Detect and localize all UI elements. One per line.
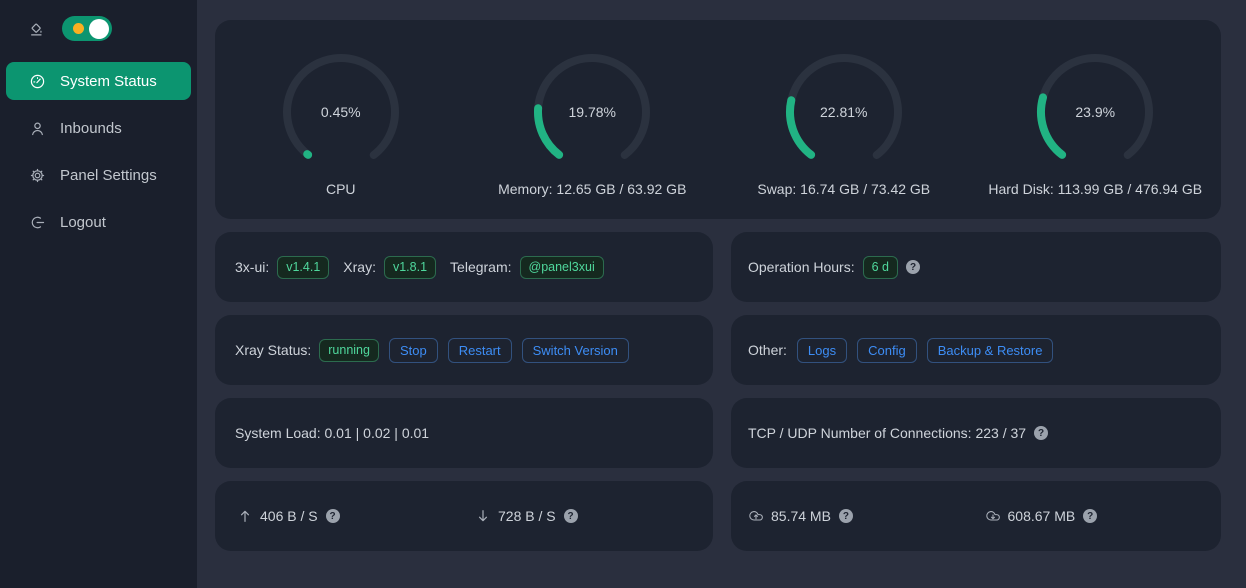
help-icon[interactable]: ? — [1083, 509, 1098, 523]
sidebar-item-logout[interactable]: Logout — [6, 203, 191, 241]
main-content: 0.45% CPU 19.78% Memory: 12.65 GB / 63.9… — [197, 0, 1246, 588]
cloud-download-icon — [985, 508, 1001, 524]
download-speed-value: 728 B / S — [498, 508, 556, 524]
xray-version-label: Xray: — [343, 259, 376, 275]
system-load-card: System Load: 0.01 | 0.02 | 0.01 — [215, 398, 713, 468]
upload-speed-value: 406 B / S — [260, 508, 318, 524]
help-icon[interactable]: ? — [838, 509, 853, 523]
panel-version-tag: v1.4.1 — [277, 255, 330, 279]
cpu-label: CPU — [325, 181, 356, 197]
sidebar-item-system-status[interactable]: System Status — [6, 62, 191, 100]
total-traffic-card: 85.74 MB ? 608.67 MB ? — [731, 481, 1221, 551]
network-speed-card: 406 B / S ? 728 B / S ? — [215, 481, 713, 551]
gauge-cpu: 0.45% CPU — [215, 50, 467, 219]
sidebar-item-inbounds[interactable]: Inbounds — [6, 109, 191, 147]
dashboard-icon — [29, 73, 46, 90]
panel-version-label: 3x-ui: — [235, 259, 270, 275]
xray-version-tag: v1.8.1 — [383, 255, 437, 279]
telegram-handle-tag[interactable]: @panel3xui — [519, 255, 604, 279]
arrow-down-icon — [475, 508, 491, 524]
gauge-hard-disk: 23.9% Hard Disk: 113.99 GB / 476.94 GB — [970, 50, 1222, 219]
memory-label: Memory: 12.65 GB / 63.92 GB — [498, 181, 687, 197]
gauge-swap: 22.81% Swap: 16.74 GB / 73.42 GB — [718, 50, 970, 219]
cpu-percent: 0.45% — [320, 104, 361, 120]
toggle-knob — [89, 18, 109, 39]
xray-status-tag: running — [319, 338, 379, 362]
uptime-label: Operation Hours: — [748, 259, 855, 275]
other-label: Other: — [748, 342, 787, 358]
swap-percent: 22.81% — [820, 104, 868, 120]
logout-icon — [29, 214, 46, 231]
hard-disk-gauge-ring: 23.9% — [1033, 50, 1157, 174]
config-button[interactable]: Config — [857, 337, 917, 363]
upload-speed: 406 B / S ? — [215, 508, 475, 524]
theme-color-icon[interactable] — [28, 20, 45, 37]
other-actions-card: Other: Logs Config Backup & Restore — [731, 315, 1221, 385]
total-received-value: 608.67 MB — [1007, 508, 1076, 524]
sidebar: System Status Inbounds — [0, 0, 197, 588]
logs-button[interactable]: Logs — [796, 337, 848, 363]
connections-card: TCP / UDP Number of Connections: 223 / 3… — [731, 398, 1221, 468]
arrow-up-icon — [237, 508, 253, 524]
cpu-gauge-ring: 0.45% — [279, 50, 403, 174]
stop-button[interactable]: Stop — [388, 337, 438, 363]
hard-disk-label: Hard Disk: 113.99 GB / 476.94 GB — [988, 181, 1203, 197]
sidebar-item-label: System Status — [60, 72, 157, 90]
download-speed: 728 B / S ? — [475, 508, 713, 524]
cloud-upload-icon — [748, 508, 764, 524]
total-sent: 85.74 MB ? — [731, 508, 985, 524]
xray-status-label: Xray Status: — [235, 342, 312, 358]
uptime-value-tag: 6 d — [862, 255, 898, 279]
swap-label: Swap: 16.74 GB / 73.42 GB — [757, 181, 931, 197]
xray-status-card: Xray Status: running Stop Restart Switch… — [215, 315, 713, 385]
system-load-text: System Load: 0.01 | 0.02 | 0.01 — [235, 425, 430, 441]
versions-card: 3x-ui: v1.4.1 Xray: v1.8.1 Telegram: @pa… — [215, 232, 713, 302]
telegram-label: Telegram: — [450, 259, 512, 275]
dark-mode-toggle[interactable] — [62, 16, 112, 41]
help-icon[interactable]: ? — [563, 509, 578, 523]
sidebar-item-label: Logout — [60, 213, 106, 231]
sidebar-item-label: Panel Settings — [60, 166, 157, 184]
sidebar-theme-controls — [0, 14, 197, 53]
memory-gauge-ring: 19.78% — [530, 50, 654, 174]
total-sent-value: 85.74 MB — [771, 508, 831, 524]
connections-text: TCP / UDP Number of Connections: 223 / 3… — [748, 425, 1027, 441]
hard-disk-percent: 23.9% — [1075, 104, 1116, 120]
total-received: 608.67 MB ? — [985, 508, 1222, 524]
help-icon[interactable]: ? — [325, 509, 340, 523]
restart-button[interactable]: Restart — [447, 337, 512, 363]
switch-version-button[interactable]: Switch Version — [521, 337, 629, 363]
sidebar-item-panel-settings[interactable]: Panel Settings — [6, 156, 191, 194]
swap-gauge-ring: 22.81% — [782, 50, 906, 174]
system-gauges-card: 0.45% CPU 19.78% Memory: 12.65 GB / 63.9… — [215, 20, 1221, 219]
help-icon[interactable]: ? — [906, 260, 920, 274]
gear-icon — [29, 167, 46, 184]
gauge-memory: 19.78% Memory: 12.65 GB / 63.92 GB — [467, 50, 719, 219]
sun-icon — [73, 23, 84, 34]
uptime-card: Operation Hours: 6 d ? — [731, 232, 1221, 302]
sidebar-item-label: Inbounds — [60, 119, 122, 137]
help-icon[interactable]: ? — [1034, 426, 1049, 440]
memory-percent: 19.78% — [568, 104, 616, 120]
user-icon — [29, 120, 46, 137]
backup-restore-button[interactable]: Backup & Restore — [926, 337, 1054, 363]
